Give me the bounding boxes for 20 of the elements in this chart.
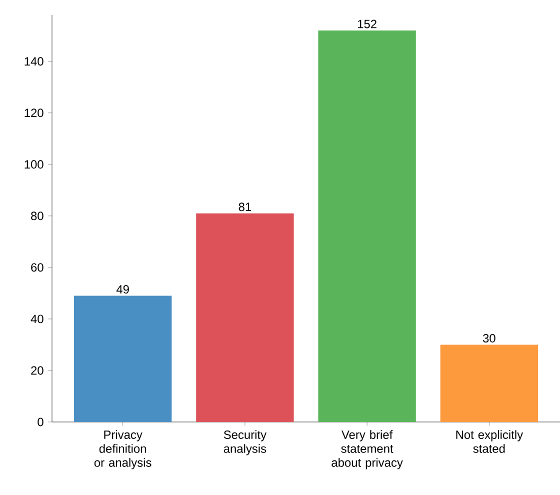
bar (440, 344, 538, 422)
data-label: 30 (482, 334, 496, 342)
data-label: 152 (358, 20, 376, 28)
bar (74, 296, 172, 422)
y-tick-label: 120 (24, 108, 44, 118)
bar (196, 213, 294, 422)
x-tick-label: Security analysis (224, 430, 267, 456)
y-tick-label: 20 (31, 366, 44, 375)
y-tick-label: 0 (38, 418, 44, 426)
data-label: 81 (238, 202, 252, 212)
x-tick-label: Not explicitly stated (456, 430, 524, 453)
y-tick-label: 40 (30, 314, 44, 324)
y-tick-label: 100 (24, 160, 44, 169)
y-tick-label: 60 (31, 263, 44, 272)
x-tick-label: Privacy definition or analysis (94, 430, 152, 470)
data-label: 49 (116, 285, 129, 294)
y-tick-label: 80 (31, 212, 44, 220)
y-tick-label: 140 (24, 57, 44, 66)
bar (318, 30, 416, 422)
x-tick-label: Very brief statement about privacy (332, 430, 403, 470)
